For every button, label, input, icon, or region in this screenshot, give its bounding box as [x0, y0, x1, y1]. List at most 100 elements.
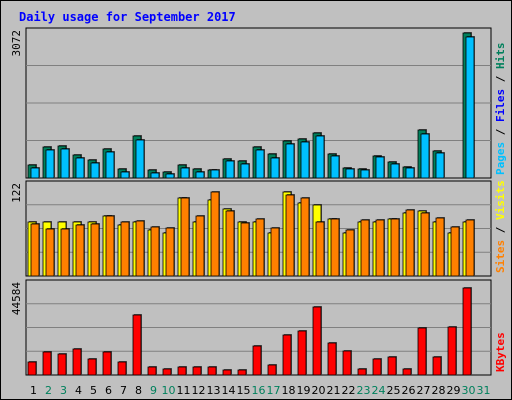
bot-right-label: KBytes: [494, 332, 507, 372]
kbytes-bar: [192, 366, 202, 376]
kbytes-bar: [267, 364, 277, 376]
sites-bar: [150, 226, 160, 277]
x-tick-label: 6: [105, 384, 112, 397]
files-bar: [120, 171, 130, 179]
kbytes-bar: [327, 342, 337, 376]
kbytes-bar: [87, 358, 97, 376]
kbytes-bar: [342, 350, 352, 376]
files-bar: [270, 157, 280, 179]
bot-ymax-label: 44584: [10, 282, 23, 315]
kbytes-bar: [432, 356, 442, 376]
files-bar: [210, 169, 220, 179]
files-bar: [105, 151, 115, 179]
x-tick-label: 1: [30, 384, 37, 397]
x-tick-label: 19: [297, 384, 311, 397]
files-bar: [225, 160, 235, 179]
files-bar: [300, 141, 310, 179]
x-tick-label: 7: [120, 384, 127, 397]
files-bar: [45, 149, 55, 179]
kbytes-bar: [102, 351, 112, 376]
x-tick-label: 8: [135, 384, 142, 397]
files-bar: [180, 167, 190, 179]
kbytes-bar: [237, 369, 247, 376]
x-tick-label: 9: [150, 384, 157, 397]
x-tick-label: 4: [75, 384, 82, 397]
files-bar: [255, 149, 265, 179]
x-tick-label: 29: [447, 384, 461, 397]
sites-bar: [435, 217, 445, 277]
sites-bar: [330, 218, 340, 277]
kbytes-bar: [447, 326, 457, 376]
x-tick-label: 24: [372, 384, 386, 397]
kbytes-bar: [282, 334, 292, 376]
kbytes-bar: [402, 368, 412, 376]
x-tick-label: 18: [282, 384, 296, 397]
files-bar: [315, 135, 325, 179]
kbytes-bar: [147, 366, 157, 376]
sites-bar: [75, 224, 85, 277]
top-ymax-label: 3072: [10, 30, 23, 57]
x-tick-label: 15: [237, 384, 251, 397]
top-series-label: Files: [494, 89, 507, 122]
kbytes-bar: [222, 369, 232, 376]
kbytes-bar: [252, 345, 262, 376]
files-bar: [360, 169, 370, 179]
kbytes-bar: [117, 361, 127, 376]
top-label-separator: /: [494, 69, 507, 89]
sites-bar: [255, 218, 265, 277]
x-tick-label: 12: [192, 384, 206, 397]
kbytes-bar: [297, 330, 307, 376]
x-tick-label: 28: [432, 384, 446, 397]
sites-bar: [165, 227, 175, 277]
top-right-label: Pages / Files / Hits: [494, 43, 507, 176]
kbytes-bar: [462, 287, 472, 376]
x-tick-label: 14: [222, 384, 236, 397]
sites-bar: [105, 215, 115, 277]
sites-bar: [345, 229, 355, 277]
top-series-label: Pages: [494, 142, 507, 175]
mid-ymax-label: 122: [10, 183, 23, 203]
x-tick-label: 26: [402, 384, 416, 397]
top-series-label: Hits: [494, 43, 507, 70]
sites-bar: [315, 221, 325, 277]
x-tick-label: 25: [387, 384, 401, 397]
sites-bar: [210, 191, 220, 277]
sites-bar: [405, 209, 415, 277]
mid-label-separator: /: [494, 220, 507, 240]
sites-bar: [60, 228, 70, 277]
sites-bar: [180, 197, 190, 277]
files-bar: [390, 163, 400, 179]
x-tick-label: 5: [90, 384, 97, 397]
x-tick-label: 31: [477, 384, 491, 397]
x-tick-label: 11: [177, 384, 191, 397]
x-tick-label: 21: [327, 384, 341, 397]
sites-bar: [195, 215, 205, 277]
mid-series-label: Visits: [494, 180, 507, 220]
files-bar: [90, 162, 100, 179]
sites-bar: [225, 210, 235, 277]
sites-bar: [300, 197, 310, 277]
sites-bar: [120, 221, 130, 277]
kbytes-bar: [27, 361, 37, 376]
sites-bar: [240, 222, 250, 277]
x-tick-label: 17: [267, 384, 281, 397]
files-bar: [240, 163, 250, 179]
sites-bar: [390, 218, 400, 277]
files-bar: [195, 171, 205, 179]
sites-bar: [90, 223, 100, 277]
x-tick-label: 13: [207, 384, 221, 397]
files-bar: [165, 173, 175, 179]
sites-bar: [45, 228, 55, 277]
x-tick-label: 16: [252, 384, 266, 397]
files-bar: [75, 157, 85, 179]
kbytes-bar: [162, 368, 172, 376]
files-bar: [150, 172, 160, 179]
files-bar: [60, 148, 70, 179]
files-bar: [435, 152, 445, 179]
kbytes-bar: [57, 353, 67, 376]
sites-bar: [285, 194, 295, 277]
kbytes-bar: [357, 368, 367, 376]
files-bar: [30, 167, 40, 179]
